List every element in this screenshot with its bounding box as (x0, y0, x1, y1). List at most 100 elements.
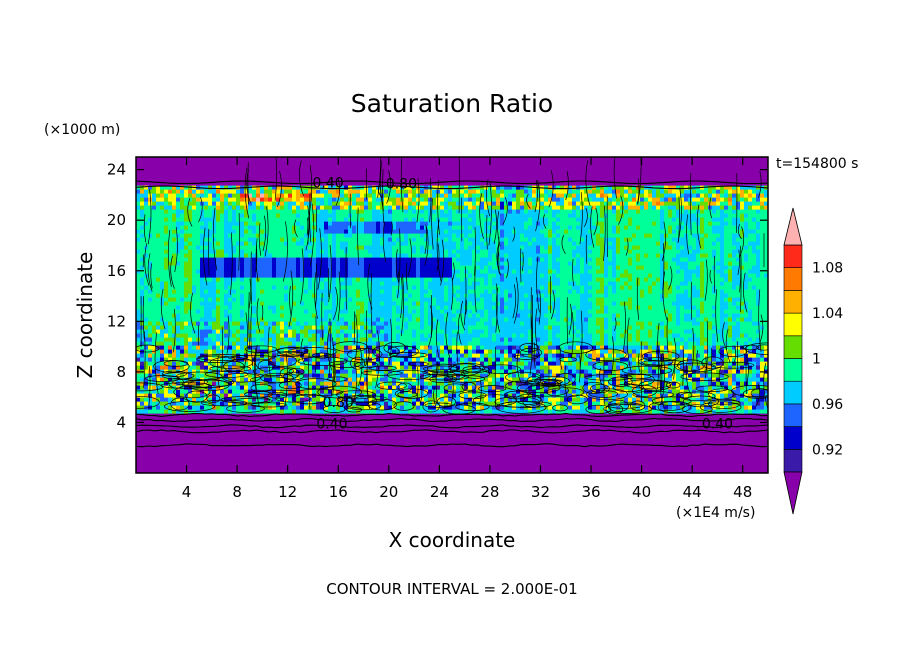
field-cell (140, 361, 145, 366)
field-cell (216, 237, 221, 242)
field-cell (368, 225, 373, 230)
field-cell (168, 333, 173, 338)
field-cell (320, 373, 325, 378)
field-cell (340, 321, 345, 326)
field-cell (332, 401, 337, 406)
field-cell (344, 201, 349, 206)
field-cell (208, 157, 213, 162)
field-cell (252, 325, 257, 330)
field-cell (148, 233, 153, 238)
field-cell (180, 173, 185, 178)
field-cell (168, 201, 173, 206)
field-cell (320, 461, 325, 466)
field-cell (244, 405, 249, 410)
field-cell (164, 201, 169, 206)
field-cell (252, 441, 257, 446)
field-cell (148, 265, 153, 270)
field-cell (292, 377, 297, 382)
field-cell (340, 377, 345, 382)
field-cell (200, 441, 205, 446)
field-cell (312, 461, 317, 466)
field-cell (228, 353, 233, 358)
field-cell (364, 465, 369, 470)
field-cell (188, 429, 193, 434)
field-cell (280, 397, 285, 402)
field-cell (156, 277, 161, 282)
field-cell (192, 201, 197, 206)
field-cell (272, 301, 277, 306)
field-cell (260, 449, 265, 454)
field-cell (248, 417, 253, 422)
field-cell (340, 261, 345, 266)
field-cell (172, 197, 177, 202)
field-cell (244, 157, 249, 162)
field-cell (196, 349, 201, 354)
field-cell (172, 165, 177, 170)
field-cell (260, 189, 265, 194)
field-cell (336, 229, 341, 234)
field-cell (336, 329, 341, 334)
field-cell (348, 453, 353, 458)
field-cell (216, 357, 221, 362)
field-cell (304, 249, 309, 254)
field-cell (380, 385, 385, 390)
field-cell (148, 201, 153, 206)
field-cell (320, 313, 325, 318)
field-cell (324, 293, 329, 298)
field-cell (360, 449, 365, 454)
field-cell (164, 337, 169, 342)
field-cell (328, 369, 333, 374)
field-cell (384, 205, 389, 210)
field-cell (356, 245, 361, 250)
field-cell (176, 421, 181, 426)
field-cell (136, 441, 141, 446)
field-cell (288, 257, 293, 262)
field-cell (292, 441, 297, 446)
field-cell (344, 449, 349, 454)
field-cell (172, 229, 177, 234)
field-cell (376, 257, 381, 262)
field-cell (384, 249, 389, 254)
field-cell (136, 449, 141, 454)
field-cell (252, 237, 257, 242)
field-cell (192, 197, 197, 202)
field-cell (236, 365, 241, 370)
field-cell (136, 241, 141, 246)
field-cell (220, 297, 225, 302)
field-cell (140, 233, 145, 238)
field-cell (244, 433, 249, 438)
field-cell (344, 309, 349, 314)
field-cell (332, 185, 337, 190)
field-cell (188, 257, 193, 262)
field-cell (380, 345, 385, 350)
field-cell (352, 197, 357, 202)
field-cell (164, 417, 169, 422)
field-cell (296, 213, 301, 218)
field-cell (224, 321, 229, 326)
field-cell (356, 381, 361, 386)
field-cell (192, 417, 197, 422)
field-cell (272, 169, 277, 174)
field-cell (300, 405, 305, 410)
field-cell (140, 193, 145, 198)
field-cell (360, 265, 365, 270)
field-cell (276, 285, 281, 290)
field-cell (152, 385, 157, 390)
field-cell (256, 357, 261, 362)
field-cell (304, 369, 309, 374)
field-cell (236, 425, 241, 430)
field-cell (264, 261, 269, 266)
field-cell (316, 265, 321, 270)
field-cell (288, 185, 293, 190)
field-cell (340, 389, 345, 394)
field-cell (260, 193, 265, 198)
field-cell (240, 297, 245, 302)
field-cell (184, 365, 189, 370)
field-cell (308, 333, 313, 338)
field-cell (368, 237, 373, 242)
field-cell (276, 261, 281, 266)
field-cell (316, 229, 321, 234)
field-cell (304, 309, 309, 314)
field-cell (224, 309, 229, 314)
field-cell (256, 161, 261, 166)
